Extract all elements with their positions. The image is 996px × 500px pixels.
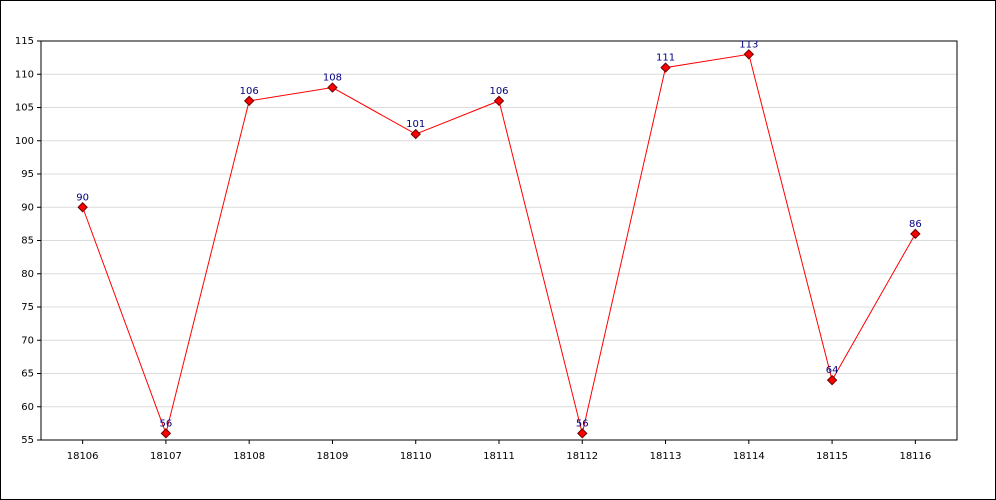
x-tick-label: 18113 (650, 451, 682, 462)
x-tick-label: 18112 (566, 451, 598, 462)
point-marker (327, 82, 338, 93)
value-label: 108 (323, 73, 342, 84)
value-label: 106 (240, 86, 259, 97)
y-tick-label: 100 (15, 136, 34, 147)
y-tick-label: 85 (21, 236, 34, 247)
value-label: 56 (160, 418, 173, 429)
x-tick-label: 18116 (899, 451, 931, 462)
point-marker (660, 62, 671, 73)
x-tick-label: 18107 (150, 451, 182, 462)
value-label: 113 (739, 39, 758, 50)
y-tick-label: 90 (21, 202, 34, 213)
x-tick-label: 18114 (733, 451, 765, 462)
y-tick-label: 105 (15, 103, 34, 114)
value-label: 111 (656, 53, 675, 64)
value-label: 56 (576, 418, 589, 429)
y-tick-label: 80 (21, 269, 34, 280)
y-tick-label: 95 (21, 169, 34, 180)
x-tick-label: 18109 (317, 451, 349, 462)
y-tick-label: 110 (15, 69, 34, 80)
point-marker (410, 128, 421, 140)
value-label: 106 (489, 86, 508, 97)
y-tick-label: 115 (15, 36, 34, 47)
y-tick-label: 65 (21, 369, 34, 380)
point-marker (577, 428, 588, 439)
y-tick-label: 55 (21, 435, 34, 446)
y-tick-label: 60 (21, 402, 34, 413)
point-marker (77, 202, 88, 213)
point-marker (743, 49, 755, 60)
x-tick-label: 18108 (233, 451, 265, 462)
point-marker (910, 228, 921, 240)
point-marker (826, 374, 838, 386)
x-tick-label: 18115 (816, 451, 848, 462)
value-label: 101 (406, 119, 425, 130)
y-tick-label: 75 (21, 302, 34, 313)
value-label: 64 (826, 365, 839, 376)
point-marker (493, 95, 505, 107)
y-tick-label: 70 (21, 335, 34, 346)
value-label: 86 (909, 219, 922, 230)
x-tick-label: 18110 (400, 451, 432, 462)
value-label: 90 (76, 192, 89, 203)
x-tick-label: 18106 (67, 451, 99, 462)
x-tick-label: 18111 (483, 451, 515, 462)
point-marker (243, 95, 255, 107)
point-marker (160, 428, 172, 439)
